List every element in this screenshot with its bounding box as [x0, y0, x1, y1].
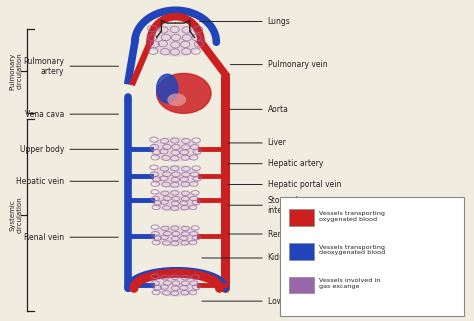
Text: Vessels transporting
deoxygenated blood: Vessels transporting deoxygenated blood [319, 245, 385, 256]
Ellipse shape [151, 189, 201, 211]
FancyBboxPatch shape [290, 209, 314, 226]
Ellipse shape [167, 93, 186, 106]
FancyBboxPatch shape [280, 197, 464, 316]
Text: Renal vein: Renal vein [24, 233, 118, 242]
Text: Pulmonary
artery: Pulmonary artery [24, 56, 119, 76]
Text: Hepatic vein: Hepatic vein [17, 177, 118, 186]
Text: Liver: Liver [228, 138, 287, 147]
Text: Vessels transporting
oxygenated blood: Vessels transporting oxygenated blood [319, 211, 385, 222]
Text: Vena cava: Vena cava [25, 110, 118, 119]
Text: Aorta: Aorta [230, 105, 289, 114]
Ellipse shape [147, 25, 204, 56]
Ellipse shape [151, 225, 201, 247]
Text: Stomach,
intestines: Stomach, intestines [228, 195, 305, 215]
Text: Renal artery: Renal artery [228, 230, 315, 239]
FancyBboxPatch shape [290, 276, 314, 293]
Ellipse shape [149, 165, 201, 188]
Text: Hepatic portal vein: Hepatic portal vein [228, 180, 341, 189]
Ellipse shape [156, 74, 178, 103]
Text: Pulmonary
circulation: Pulmonary circulation [10, 52, 23, 90]
Text: Kidneys: Kidneys [202, 254, 298, 263]
Text: Hepatic artery: Hepatic artery [228, 159, 323, 168]
FancyBboxPatch shape [290, 243, 314, 260]
Text: Lungs: Lungs [200, 17, 291, 26]
Text: Vessels involved in
gas excange: Vessels involved in gas excange [319, 278, 380, 289]
Ellipse shape [149, 137, 201, 162]
Text: Systemic
circulation: Systemic circulation [10, 196, 23, 233]
Ellipse shape [156, 74, 211, 113]
Text: Lower body: Lower body [202, 297, 312, 306]
Ellipse shape [151, 274, 201, 297]
Text: Upper body: Upper body [20, 145, 118, 154]
Text: Pulmonary vein: Pulmonary vein [230, 60, 328, 69]
